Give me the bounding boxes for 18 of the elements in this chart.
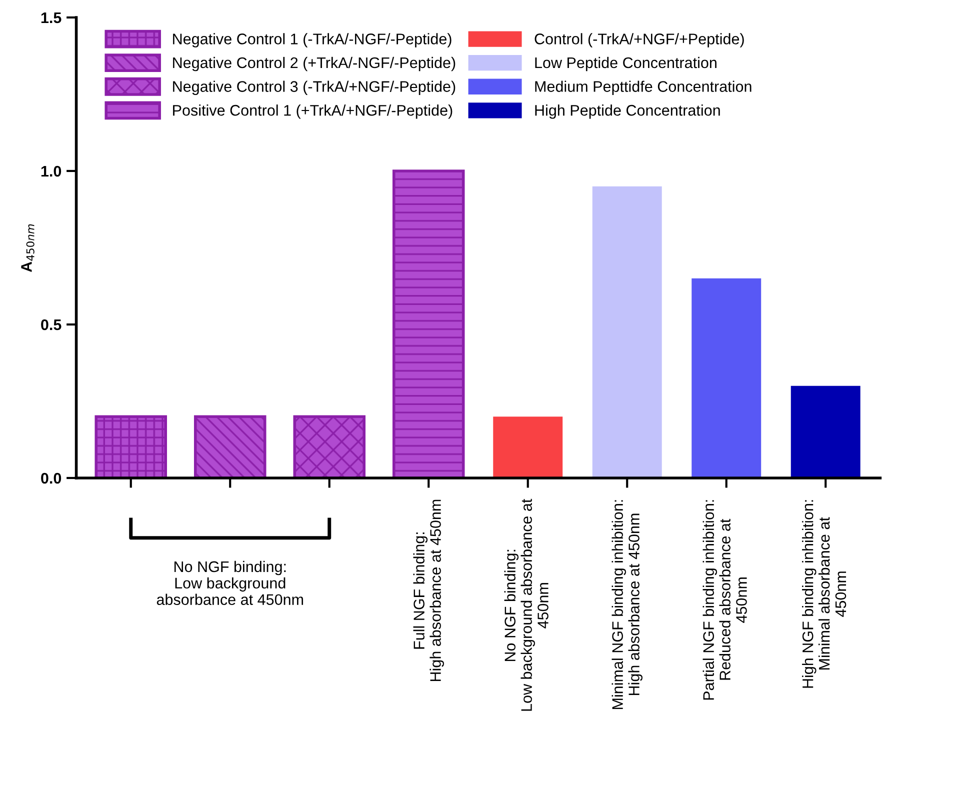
legend-label: Negative Control 3 (-TrkA/+NGF/-Peptide) [173,80,456,95]
legend-label: Negative Control 2 (+TrkA/-NGF/-Peptide) [173,56,456,72]
x-tick-label: Minimal NGF binding inhibition: High absorbance at 450nm [612,500,642,709]
y-tick-label: 0.0 [41,472,62,484]
x-tick-label: No NGF binding: Low background absorbance at 450nm [504,498,548,711]
legend-label: Medium Pepttidfe Concentration [535,80,752,95]
legend-label: Control (-TrkA/+NGF/+Peptide) [534,33,744,48]
y-tick-label: 0.5 [41,319,62,330]
legend-label: High Peptide Concentration [535,104,720,119]
x-tick-label: High NGF binding inhibition: Minimal absorbance at 450nm [802,500,846,688]
y-tick-label: 1.0 [41,166,62,177]
x-tick-label: Full NGF binding: High absorbance at 450nm [413,500,444,682]
legend-label: Positive Control 1 (+TrkA/+NGF/-Peptide) [173,104,452,119]
x-tick-label: Partial NGF binding inhibition: Reduced absorbance at 450nm [702,500,747,700]
legend-label: Negative Control 1 (-TrkA/-NGF/-Peptide) [173,33,452,48]
legend-label: Low Peptide Concentration [535,56,716,72]
y-tick-label: 1.5 [41,12,62,24]
y-axis-title: A$_{450nm}$ [21,224,34,272]
